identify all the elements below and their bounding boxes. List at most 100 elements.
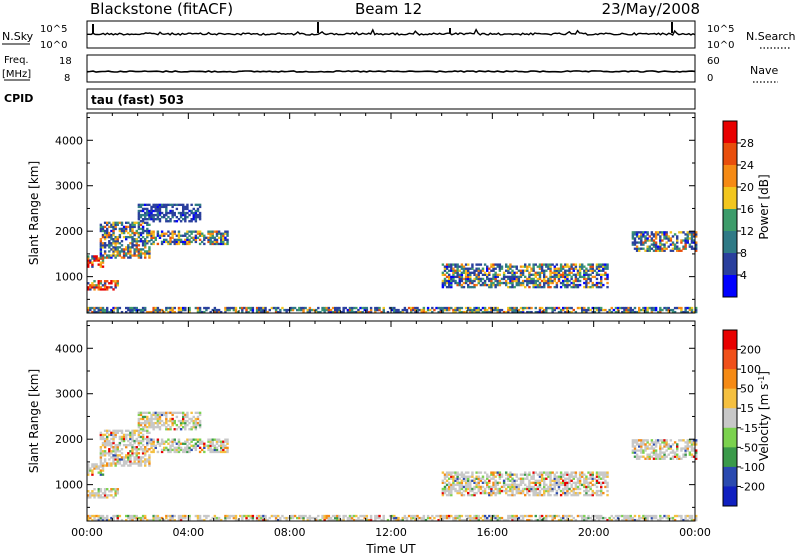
velocity-cell <box>125 456 128 459</box>
power-cell <box>160 215 164 219</box>
velocity-cell <box>148 518 151 522</box>
power-cell <box>528 279 531 283</box>
velocity-cell <box>441 491 445 495</box>
power-cell <box>576 269 580 272</box>
power-cell <box>99 254 103 257</box>
power-cell <box>462 277 466 281</box>
power-cell <box>547 263 550 266</box>
power-cell <box>448 275 451 279</box>
power-cell <box>559 269 563 272</box>
power-cell <box>591 285 594 289</box>
power-cell <box>156 213 160 217</box>
power-cell <box>477 281 480 285</box>
velocity-cell <box>671 449 675 452</box>
power-cell <box>135 221 138 224</box>
velocity-cell <box>492 489 495 493</box>
power-cell <box>114 256 117 259</box>
velocity-cell <box>551 479 554 482</box>
velocity-cell <box>418 516 421 520</box>
velocity-cell <box>538 491 542 495</box>
power-cell <box>139 205 143 209</box>
velocity-cell <box>429 516 432 520</box>
power-cell <box>646 231 649 234</box>
power-cell <box>631 243 635 246</box>
velocity-cell <box>464 477 468 480</box>
power-cell <box>654 249 658 252</box>
velocity-cell <box>644 457 647 460</box>
power-cell <box>443 273 447 277</box>
power-cell <box>606 281 609 285</box>
velocity-cell <box>640 441 643 444</box>
power-cell <box>177 230 181 233</box>
power-cell <box>650 237 654 240</box>
power-cell <box>93 308 96 312</box>
velocity-cell <box>549 479 552 482</box>
power-cell <box>101 259 105 262</box>
power-cell <box>458 269 461 272</box>
power-cell <box>101 227 105 231</box>
velocity-cell <box>300 514 303 518</box>
velocity-cell <box>133 431 136 435</box>
power-cell <box>112 240 115 243</box>
velocity-cell <box>445 493 449 497</box>
power-cell <box>528 277 531 281</box>
velocity-cell <box>553 487 556 491</box>
velocity-cell <box>462 479 466 482</box>
velocity-cell <box>175 446 179 450</box>
power-cell <box>188 209 191 213</box>
power-cell <box>393 306 396 310</box>
power-cell <box>441 263 445 266</box>
velocity-cell <box>439 518 442 522</box>
power-cell <box>445 275 449 279</box>
power-cell <box>160 242 164 246</box>
velocity-cell <box>173 514 176 518</box>
power-cell <box>547 279 550 283</box>
power-cell <box>654 245 658 248</box>
power-cell <box>103 252 107 255</box>
power-cell <box>642 247 645 250</box>
velocity-cell <box>93 488 96 491</box>
velocity-cell <box>657 453 660 456</box>
velocity-cell <box>101 450 105 453</box>
velocity-cell <box>137 460 141 463</box>
velocity-cell <box>209 442 212 445</box>
power-cell <box>576 285 580 289</box>
power-cell <box>578 271 582 274</box>
power-cell <box>192 211 195 215</box>
velocity-cell <box>101 452 105 455</box>
power-cell <box>137 205 141 209</box>
velocity-cell <box>557 479 561 482</box>
power-cell <box>196 230 200 233</box>
velocity-cell <box>568 514 571 518</box>
power-cell <box>122 256 126 259</box>
velocity-cell <box>148 462 151 465</box>
velocity-cell <box>106 431 109 435</box>
velocity-cell <box>137 435 141 439</box>
power-cell <box>300 308 303 312</box>
velocity-cell <box>112 518 115 522</box>
velocity-cell <box>460 473 464 476</box>
power-cell <box>150 236 153 239</box>
velocity-cell <box>507 485 510 489</box>
power-cell <box>557 277 561 281</box>
power-cell <box>207 232 210 235</box>
velocity-cell <box>678 439 681 442</box>
power-cell <box>673 306 677 310</box>
velocity-cell <box>285 518 288 522</box>
velocity-cell <box>209 438 212 441</box>
velocity-cell <box>213 518 217 522</box>
velocity-cell <box>673 514 677 518</box>
velocity-cell <box>289 516 293 520</box>
power-cell <box>511 283 514 287</box>
power-cell <box>555 267 559 270</box>
power-cell <box>171 205 174 209</box>
power-cell <box>578 265 582 268</box>
power-cell <box>498 281 502 285</box>
power-cell <box>581 275 584 279</box>
power-cell <box>528 281 531 285</box>
velocity-cell <box>95 463 98 466</box>
velocity-cell <box>519 483 523 487</box>
power-cell <box>479 271 483 274</box>
power-cell <box>663 231 666 234</box>
velocity-cell <box>566 516 569 520</box>
